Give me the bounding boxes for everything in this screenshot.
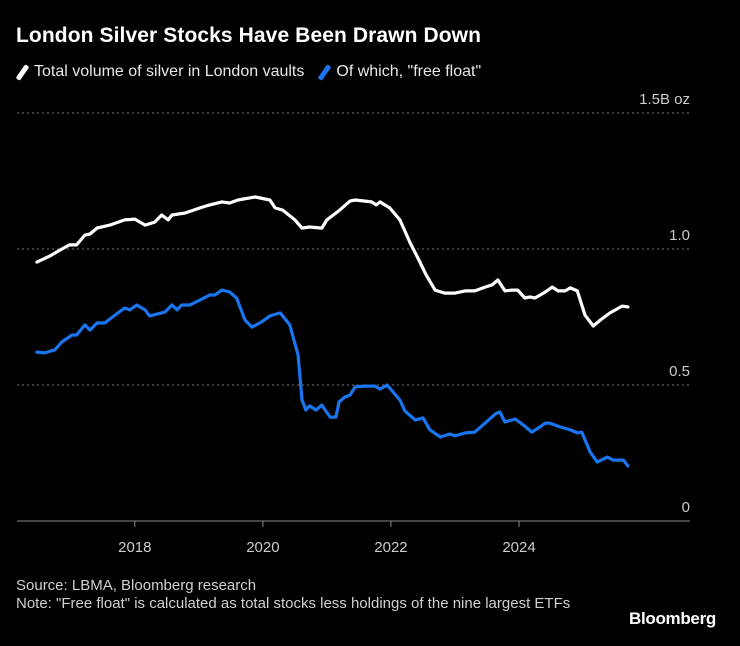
bloomberg-logo: Bloomberg	[628, 609, 716, 628]
series-line-free-float	[35, 288, 630, 468]
y-tick-label: 1.5B oz	[639, 91, 690, 108]
chart-title: London Silver Stocks Have Been Drawn Dow…	[16, 24, 482, 47]
legend: Total volume of silver in London vaults …	[15, 63, 495, 81]
y-tick-label: 0.5	[669, 363, 690, 380]
source-text: Source: LBMA, Bloomberg research	[16, 577, 257, 594]
legend-item-free-float: Of which, "free float"	[317, 63, 482, 81]
y-tick-label: 1.0	[669, 227, 690, 244]
series-line-total	[35, 195, 630, 328]
legend-label-total: Total volume of silver in London vaults	[34, 63, 305, 80]
note-text: Note: "Free float" is calculated as tota…	[16, 595, 571, 612]
legend-item-total: Total volume of silver in London vaults	[15, 63, 305, 81]
y-tick-label: 0	[682, 499, 690, 516]
x-tick-label: 2020	[246, 539, 279, 556]
legend-label-free-float: Of which, "free float"	[336, 63, 482, 80]
x-tick-label: 2022	[374, 539, 407, 556]
footer: Source: LBMA, Bloomberg research Note: "…	[16, 577, 606, 613]
x-tick-label: 2024	[502, 539, 535, 556]
x-tick-label: 2018	[118, 539, 151, 556]
